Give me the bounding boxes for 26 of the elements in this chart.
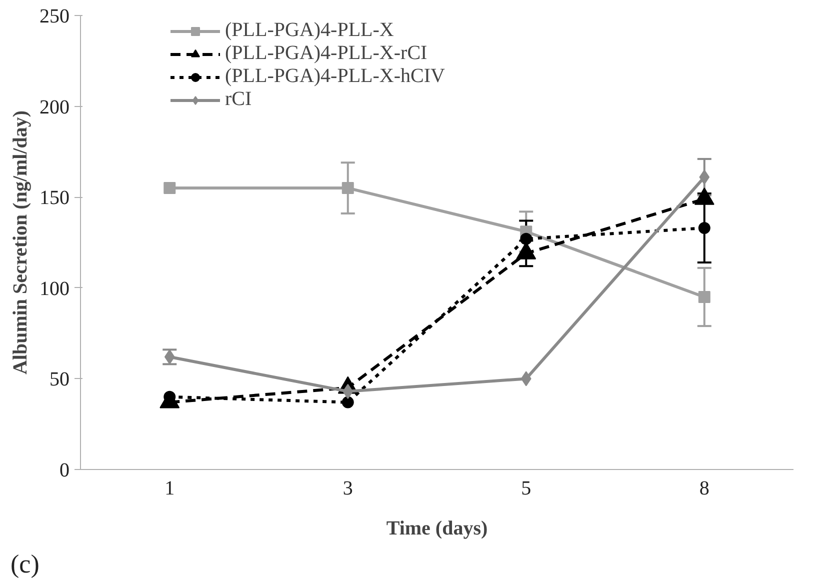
- x-axis-title: Time (days): [386, 518, 488, 540]
- legend-label: rCI: [225, 88, 252, 111]
- point: [342, 182, 354, 194]
- x-tick-label: 8: [699, 478, 710, 500]
- point: [342, 396, 354, 408]
- x-tick-label: 1: [164, 478, 175, 500]
- point: [164, 182, 176, 194]
- y-tick-label: 100: [40, 278, 70, 300]
- y-tick-label: 150: [40, 187, 70, 210]
- legend-label: (PLL-PGA)4-PLL-X-rCI: [225, 42, 428, 65]
- x-tick-label: 3: [342, 478, 353, 500]
- point: [698, 290, 710, 303]
- y-tick-label: 50: [50, 368, 70, 391]
- point: [520, 371, 532, 386]
- point: [698, 222, 710, 234]
- x-tick-label: 5: [521, 478, 532, 500]
- legend-label: (PLL-PGA)4-PLL-X-hCIV: [225, 65, 445, 88]
- y-tick-label: 200: [40, 96, 70, 118]
- point: [699, 170, 710, 185]
- text: (c): [10, 550, 40, 578]
- point: [520, 232, 532, 245]
- y-axis-title: Albumin Secretion (ng/ml/day): [10, 110, 32, 375]
- y-tick-label: 0: [60, 460, 70, 482]
- point: [164, 349, 175, 364]
- y-tick-label: 250: [40, 6, 70, 28]
- legend-label: (PLL-PGA)4-PLL-X: [225, 19, 394, 42]
